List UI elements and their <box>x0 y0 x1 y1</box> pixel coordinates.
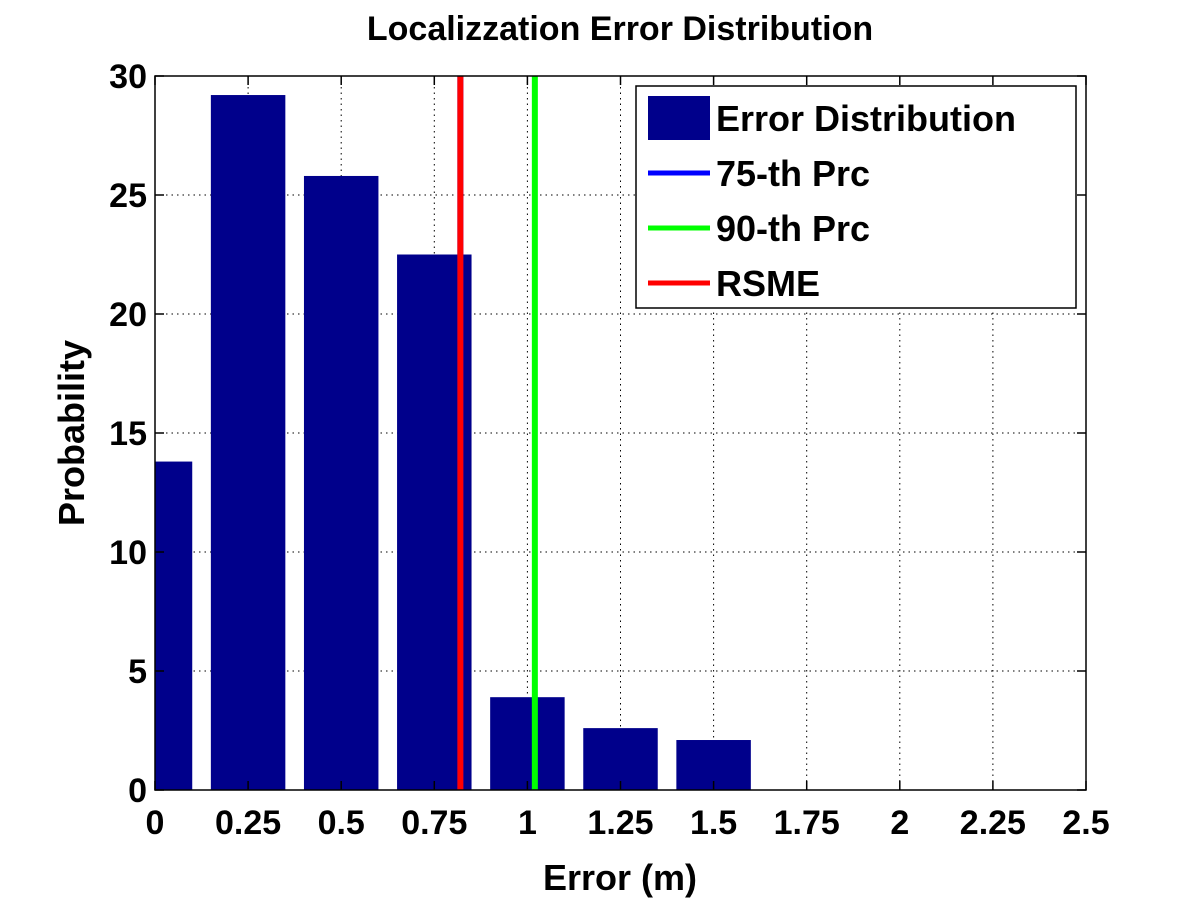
bar <box>303 175 379 790</box>
x-tick-label: 0.25 <box>215 804 281 842</box>
x-tick-label: 0 <box>146 804 165 842</box>
legend-label: RSME <box>716 263 820 304</box>
y-axis-label: Probability <box>51 340 92 526</box>
y-tick-label: 0 <box>128 772 147 810</box>
legend-label: Error Distribution <box>716 98 1016 139</box>
x-tick-label: 1.25 <box>587 804 653 842</box>
x-tick-label: 0.75 <box>401 804 467 842</box>
x-tick-label: 1 <box>518 804 537 842</box>
ticks-layer: 0 0.25 0.5 0.75 1 1.25 1.5 1.75 2 2.25 2.5 0 5 10 15 20… <box>109 58 1109 842</box>
bar <box>583 728 658 790</box>
x-tick-label: 1.75 <box>774 804 840 842</box>
x-axis-label: Error (m) <box>543 857 697 898</box>
x-tick-label: 0.5 <box>318 804 365 842</box>
legend-label: 90-th Prc <box>716 208 870 249</box>
y-tick-label: 5 <box>128 653 147 691</box>
legend: Error Distribution 75-th Prc 90-th Prc RSME <box>635 85 1077 309</box>
bar <box>490 697 565 790</box>
y-tick-label: 25 <box>109 177 147 215</box>
lines-layer <box>457 76 538 790</box>
x-tick-label: 2.5 <box>1062 804 1109 842</box>
bar <box>155 461 193 790</box>
legend-swatch-bar <box>648 96 710 140</box>
x-tick-label: 2.25 <box>960 804 1026 842</box>
x-tick-label: 1.5 <box>690 804 737 842</box>
legend-label: 75-th Prc <box>716 153 870 194</box>
y-tick-label: 30 <box>109 58 147 96</box>
y-tick-label: 20 <box>109 296 147 334</box>
bar <box>210 95 286 790</box>
y-tick-label: 15 <box>109 415 147 453</box>
x-tick-label: 2 <box>890 804 909 842</box>
y-tick-label: 10 <box>109 534 147 572</box>
chart-title: Localizzation Error Distribution <box>367 10 873 48</box>
